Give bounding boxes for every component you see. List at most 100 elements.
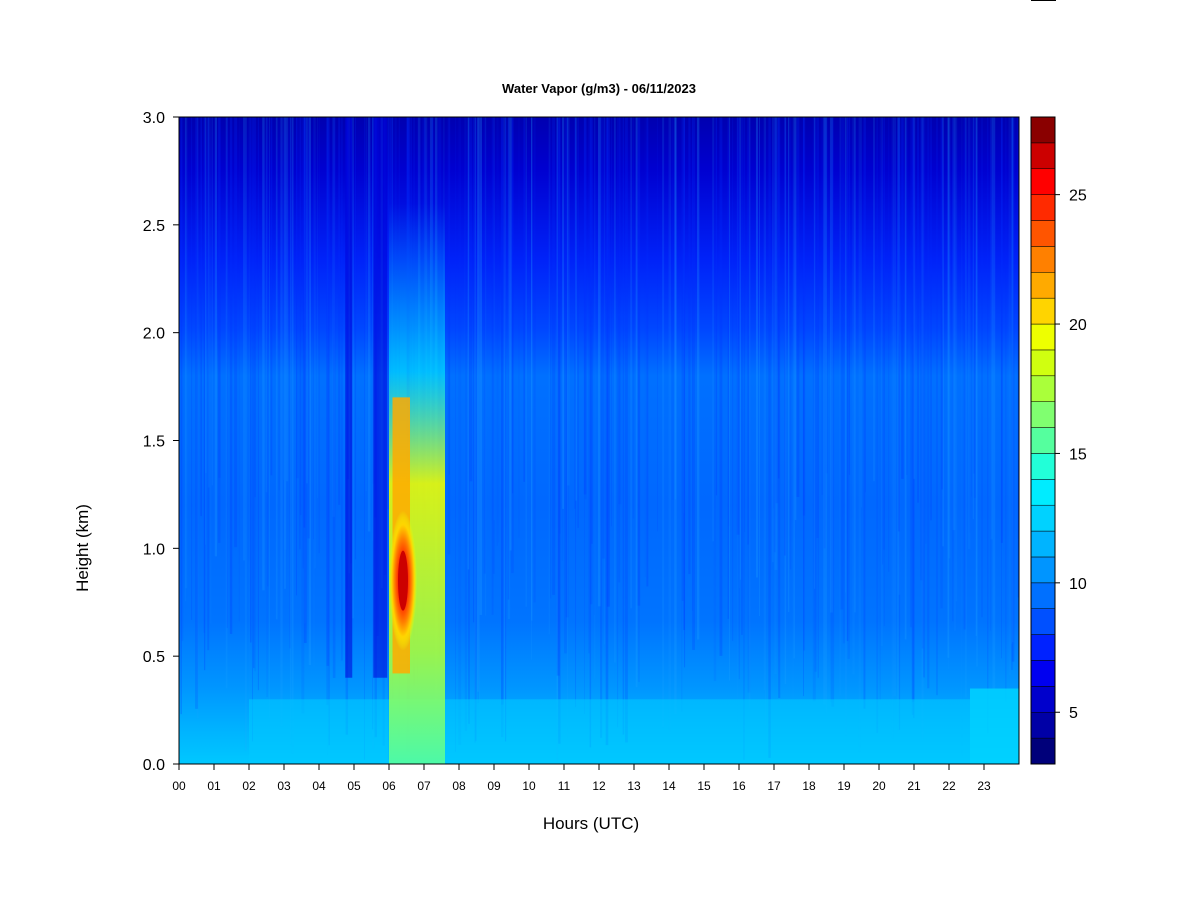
heatmap-streak (727, 117, 729, 619)
heatmap-streak (574, 117, 577, 501)
colorbar-swatch (1030, 608, 1056, 635)
heatmap-streak (940, 117, 943, 609)
heatmap-streak (917, 117, 919, 503)
colorbar-swatch (1030, 194, 1056, 221)
heatmap-streak (195, 117, 199, 709)
heatmap-streak (559, 117, 561, 534)
heatmap-streak (692, 117, 695, 650)
y-tick-label: 0.0 (143, 757, 165, 774)
heatmap-streak (283, 117, 285, 480)
heatmap-streak (455, 117, 456, 752)
heatmap-streak (372, 117, 375, 749)
heatmap-streak (611, 117, 612, 527)
colorbar-frame (1030, 116, 1056, 765)
heatmap-streak (479, 117, 483, 615)
x-tick-label: 19 (837, 779, 851, 793)
heatmap-streak (458, 117, 462, 745)
x-tick-label: 18 (802, 779, 816, 793)
colorbar-swatch (1030, 453, 1056, 480)
heatmap-streak (936, 117, 938, 696)
heatmap-streak (715, 117, 718, 496)
heatmap-streak (860, 117, 862, 508)
heatmap-streak (662, 117, 665, 728)
heatmap-streak (948, 117, 951, 559)
heatmap-streak (613, 117, 616, 663)
heatmap-streak (755, 117, 759, 578)
heatmap-streak (464, 117, 466, 525)
heatmap-streak (992, 117, 996, 691)
heatmap-streak (558, 117, 561, 744)
heatmap-streak (552, 117, 556, 595)
heatmap-streak (738, 117, 740, 680)
x-tick-label: 07 (417, 779, 431, 793)
colorbar-swatch (1030, 660, 1056, 687)
heatmap-streak (291, 117, 294, 754)
x-tick-label: 02 (242, 779, 256, 793)
heatmap-streak (947, 117, 950, 658)
heatmap-streak (372, 117, 374, 541)
heatmap-streak (955, 117, 958, 602)
surface-moist-band (970, 688, 1019, 764)
heatmap-streak (248, 117, 250, 562)
heatmap-streak (803, 117, 806, 651)
colorbar-swatch (1030, 582, 1056, 609)
heatmap-streak (681, 117, 683, 712)
heatmap-streak (254, 117, 256, 672)
x-tick-label: 01 (207, 779, 221, 793)
heatmap-streak (842, 117, 846, 644)
heatmap-streak (976, 117, 978, 667)
heatmap-streak (250, 117, 252, 643)
colorbar-swatch (1030, 323, 1056, 351)
heatmap-streak (556, 117, 560, 676)
heatmap-streak (574, 117, 576, 509)
heatmap-streak (184, 117, 188, 589)
heatmap-streak (267, 117, 269, 587)
heatmap-streak (248, 117, 250, 755)
x-tick-label: 09 (487, 779, 501, 793)
heatmap-streak (692, 117, 694, 611)
heatmap-streak (326, 117, 329, 705)
heatmap-streak (646, 117, 649, 587)
heatmap-streak (328, 117, 330, 746)
heatmap-streak (844, 117, 847, 736)
heatmap-streak (784, 117, 786, 556)
heatmap-streak (965, 117, 967, 698)
x-tick-label: 00 (172, 779, 186, 793)
heatmap-streak (657, 117, 658, 532)
heatmap-streak (338, 117, 341, 505)
y-axis-label: Height (km) (73, 504, 92, 592)
heatmap-streak (317, 117, 318, 498)
heatmap-streak (181, 117, 184, 641)
heatmap-streak (847, 117, 850, 659)
x-tick-label: 12 (592, 779, 606, 793)
heatmap-streak (301, 117, 305, 714)
colorbar-swatch (1030, 375, 1056, 402)
colorbar-swatch (1030, 168, 1056, 195)
heatmap-streak (475, 117, 477, 741)
chart-title: Water Vapor (g/m3) - 06/11/2023 (502, 81, 696, 96)
heatmap-streak (728, 117, 730, 527)
colorbar-swatch (1030, 349, 1056, 377)
heatmap-streak (372, 117, 374, 730)
x-tick-label: 04 (312, 779, 326, 793)
heatmap-streak (503, 117, 507, 726)
heatmap-streak (840, 117, 844, 610)
heatmap-streak (719, 117, 723, 656)
heatmap-streak (803, 117, 804, 697)
heatmap-streak (303, 117, 307, 644)
heatmap-streak (598, 117, 601, 607)
heatmap-streak (1011, 117, 1014, 670)
heatmap-streak (1005, 117, 1007, 702)
heatmap-streak (747, 117, 750, 545)
heatmap-streak (387, 117, 389, 510)
heatmap-streak (567, 117, 568, 738)
heatmap-streak (925, 117, 927, 544)
colorbar-swatch (1030, 142, 1056, 170)
heatmap-streak (618, 117, 621, 583)
heatmap-streak (474, 117, 476, 743)
heatmap-streak (923, 117, 925, 678)
colorbar-swatch (1030, 556, 1056, 584)
x-tick-label: 22 (942, 779, 956, 793)
heatmap-streak (880, 117, 883, 647)
heatmap-streak (302, 117, 304, 569)
